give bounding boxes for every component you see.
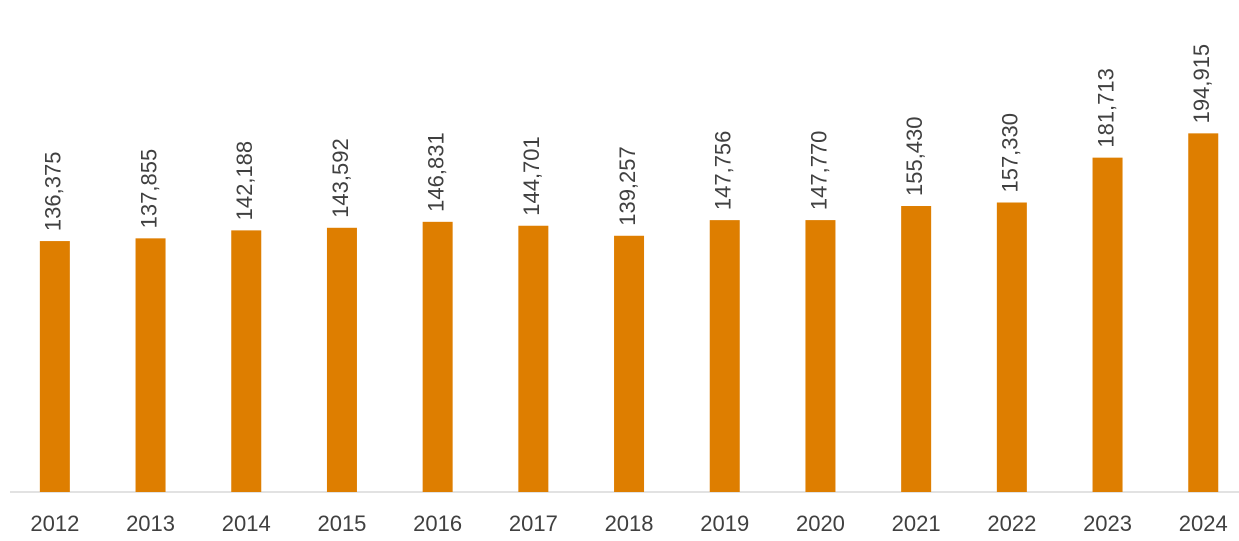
x-tick-label: 2014	[222, 511, 271, 536]
x-tick-label: 2020	[796, 511, 845, 536]
bar	[805, 220, 836, 492]
x-tick-label: 2022	[987, 511, 1036, 536]
bar	[518, 225, 549, 492]
data-label: 194,915	[1189, 44, 1214, 124]
data-label: 142,188	[232, 141, 257, 221]
bar	[135, 238, 166, 492]
bar	[901, 206, 932, 493]
data-label: 157,330	[998, 113, 1023, 193]
bar	[709, 220, 740, 492]
bar	[326, 227, 357, 493]
bar	[1188, 133, 1219, 493]
bar	[1092, 157, 1123, 493]
bar	[231, 230, 262, 492]
data-label: 155,430	[902, 116, 927, 196]
x-tick-label: 2017	[509, 511, 558, 536]
data-label: 147,770	[806, 131, 831, 211]
bar	[614, 235, 645, 492]
data-label: 136,375	[41, 152, 66, 232]
x-tick-label: 2016	[413, 511, 462, 536]
x-tick-label: 2023	[1083, 511, 1132, 536]
data-label: 146,831	[423, 132, 448, 212]
data-label: 137,855	[136, 149, 161, 229]
x-tick-label: 2013	[126, 511, 175, 536]
x-tick-label: 2019	[700, 511, 749, 536]
x-tick-label: 2024	[1179, 511, 1228, 536]
x-tick-label: 2018	[605, 511, 654, 536]
data-label: 147,756	[711, 131, 736, 211]
bar	[39, 241, 70, 492]
x-tick-label: 2012	[30, 511, 79, 536]
data-label: 143,592	[328, 138, 353, 218]
data-label: 181,713	[1093, 68, 1118, 148]
data-label: 144,701	[519, 136, 544, 216]
bar	[422, 221, 453, 492]
bar	[996, 202, 1027, 492]
data-label: 139,257	[615, 146, 640, 226]
x-tick-label: 2015	[317, 511, 366, 536]
x-tick-label: 2021	[892, 511, 941, 536]
